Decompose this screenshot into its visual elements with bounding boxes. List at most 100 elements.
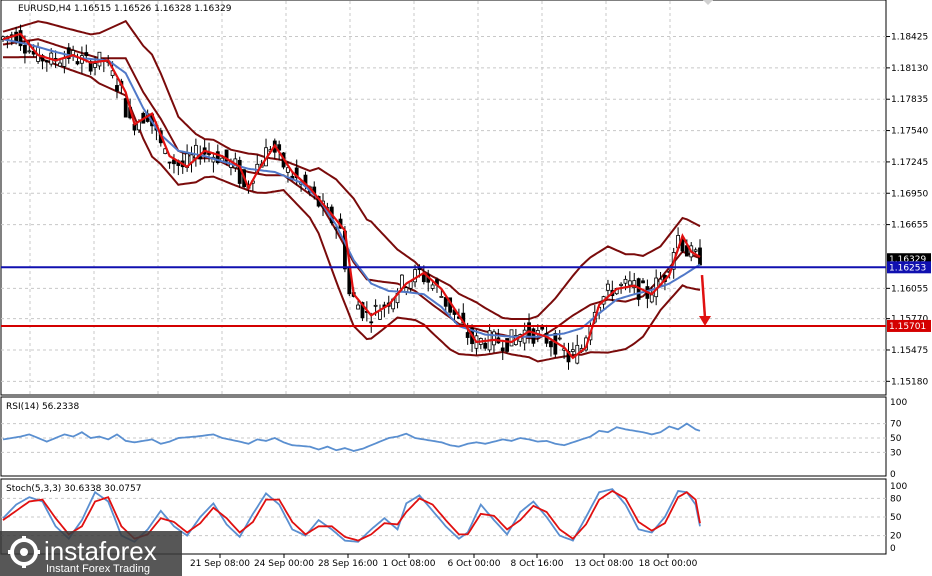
panel-ytick-1: 80 — [890, 494, 902, 504]
series-line-main — [2, 488, 701, 543]
panel-ytick-3: 20 — [890, 532, 902, 542]
candle-body — [286, 167, 290, 173]
candle-body — [123, 98, 128, 118]
series-line-signal — [2, 489, 701, 542]
candle-body — [557, 337, 562, 340]
candle-body — [369, 321, 374, 324]
bollinger-middle — [2, 38, 701, 340]
candle-body — [632, 280, 637, 289]
candle-body — [505, 338, 510, 352]
candle-body — [84, 52, 89, 57]
candle-body — [75, 61, 80, 65]
panel-ytick-3: 30 — [890, 448, 902, 458]
candle-body — [606, 283, 610, 291]
price-tag-2: 1.15701 — [889, 322, 926, 332]
panel-ytick-0: 100 — [890, 398, 907, 408]
down-arrow-icon — [699, 315, 711, 326]
candle-body — [509, 329, 514, 347]
candle-body — [23, 44, 27, 54]
ytick-label-2: 1.17835 — [891, 95, 928, 105]
xtick-label-1: 24 Sep 00:00 — [254, 559, 314, 569]
ytick-label-3: 1.17540 — [891, 127, 928, 137]
logo-background — [0, 531, 182, 576]
candle-body — [378, 310, 382, 320]
candle-body — [430, 284, 435, 289]
ma-fast-line — [2, 32, 701, 360]
price-tag-0: 1.16329 — [889, 255, 926, 265]
panel-ytick-1: 70 — [890, 420, 902, 430]
candle-body — [14, 31, 19, 43]
logo-subtitle: Instant Forex Trading — [46, 563, 150, 575]
candle-body — [417, 267, 422, 271]
price-y-axis: 1.18425 1.18130 1.17835 1.17540 1.17245 1.169… — [886, 33, 931, 387]
ytick-label-6: 1.16655 — [891, 221, 928, 231]
price-tag-bg-1 — [887, 261, 931, 274]
instaforex-logo: instaforex Instant Forex Trading — [0, 531, 182, 576]
symbol-header: EURUSD,H4 1.16515 1.16526 1.16328 1.1632… — [18, 4, 232, 14]
candle-body — [62, 57, 67, 67]
candle-body — [167, 161, 172, 164]
logo-text: instaforex — [44, 536, 157, 566]
candle-body — [294, 167, 299, 179]
candle-body — [18, 30, 23, 47]
candle-body — [680, 239, 685, 252]
candle-body — [27, 50, 32, 53]
stoch-y-axis: 100 80 50 20 0 — [890, 482, 907, 554]
ytick-label-5: 1.16950 — [891, 189, 928, 199]
candle-body — [66, 47, 71, 59]
bollinger-upper — [2, 19, 701, 320]
panel-ytick-2: 50 — [890, 513, 902, 523]
candle-body — [492, 331, 496, 346]
stoch-label: Stoch(5,3,3) 30.6338 30.0757 — [6, 484, 141, 494]
candle-body — [483, 342, 488, 349]
xtick-label-6: 13 Oct 08:00 — [575, 559, 634, 569]
candle-body — [641, 280, 645, 284]
gear-icon — [8, 536, 40, 568]
candle-body — [360, 302, 365, 319]
panel-ytick-4: 0 — [890, 544, 896, 554]
candle-body — [413, 269, 417, 283]
xtick-label-0: 21 Sep 08:00 — [190, 559, 250, 569]
price-tag-bg-2 — [887, 319, 931, 332]
scroll-marker-icon — [703, 0, 713, 5]
rsi-y-axis: 100 70 50 30 0 — [890, 398, 907, 480]
xtick-label-4: 6 Oct 00:00 — [448, 559, 501, 569]
xtick-label-5: 8 Oct 16:00 — [511, 559, 564, 569]
ytick-label-7: 1.16055 — [891, 284, 928, 294]
ytick-label-0: 1.18425 — [891, 33, 928, 43]
ytick-label-4: 1.17245 — [891, 158, 928, 168]
panel-ytick-0: 100 — [890, 482, 907, 492]
ytick-label-9: 1.15475 — [891, 346, 928, 356]
candle-body — [693, 249, 698, 252]
xtick-label-2: 28 Sep 16:00 — [318, 559, 378, 569]
bollinger-bands — [2, 19, 701, 363]
down-arrow-shaft — [700, 274, 707, 319]
candle-body — [623, 278, 628, 284]
candle-body — [115, 85, 119, 92]
candle-body — [404, 287, 409, 292]
ytick-label-8: 1.15770 — [891, 315, 928, 325]
time-axis: 21 Sep 08:00 24 Sep 00:00 28 Sep 16:00 1 Oc… — [190, 554, 698, 569]
candle-body — [439, 296, 444, 298]
candle-body — [527, 322, 531, 337]
candle-body — [373, 304, 378, 307]
series-line-RSI(14) — [2, 422, 701, 452]
ytick-label-10: 1.15180 — [891, 377, 928, 387]
candle-body — [58, 62, 62, 67]
price-tag-1: 1.16253 — [889, 263, 926, 273]
horizontal-levels — [1, 266, 886, 327]
candle-body — [215, 151, 220, 164]
candle-body — [649, 294, 654, 303]
candle-body — [193, 144, 198, 159]
panel-ytick-4: 0 — [890, 470, 896, 480]
candle-body — [356, 304, 360, 310]
xtick-label-7: 18 Oct 00:00 — [639, 559, 698, 569]
ytick-label-1: 1.18130 — [891, 64, 928, 74]
candle-body — [570, 349, 575, 352]
panel-ytick-2: 50 — [890, 434, 902, 444]
candle-body — [619, 283, 623, 286]
bollinger-lower — [2, 55, 701, 363]
price-panel — [0, 0, 887, 396]
rsi-panel — [0, 396, 887, 477]
